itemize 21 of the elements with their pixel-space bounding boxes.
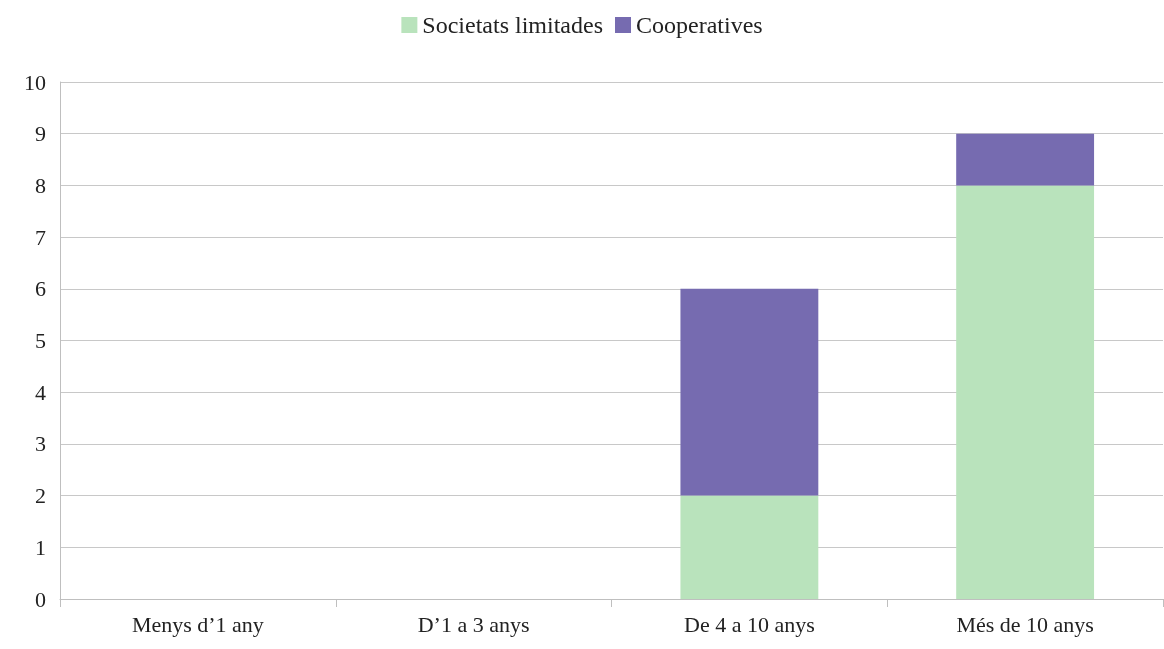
x-tick-label: De 4 a 10 anys <box>684 611 815 637</box>
y-tick-label: 9 <box>35 121 46 147</box>
bar <box>680 288 819 496</box>
y-tick-label: 1 <box>35 534 46 560</box>
x-tick-label: Menys d’1 any <box>131 611 264 637</box>
legend-label: Societats limitades <box>422 12 604 38</box>
y-tick-label: 10 <box>24 69 46 95</box>
bar <box>680 495 819 599</box>
bar <box>956 185 1095 599</box>
y-tick-label: 5 <box>35 328 46 353</box>
bar <box>956 133 1095 186</box>
y-tick-label: 0 <box>35 586 46 612</box>
y-tick-label: 3 <box>35 431 46 457</box>
legend-label: Cooperatives <box>636 12 763 38</box>
x-tick-label: D’1 a 3 anys <box>417 611 530 637</box>
y-tick-label: 2 <box>35 483 46 509</box>
y-tick-label: 6 <box>35 276 46 302</box>
y-tick-label: 8 <box>35 172 46 198</box>
x-tick-label: Més de 10 anys <box>956 611 1094 637</box>
y-tick-label: 7 <box>35 224 46 250</box>
y-tick-label: 4 <box>35 379 46 405</box>
